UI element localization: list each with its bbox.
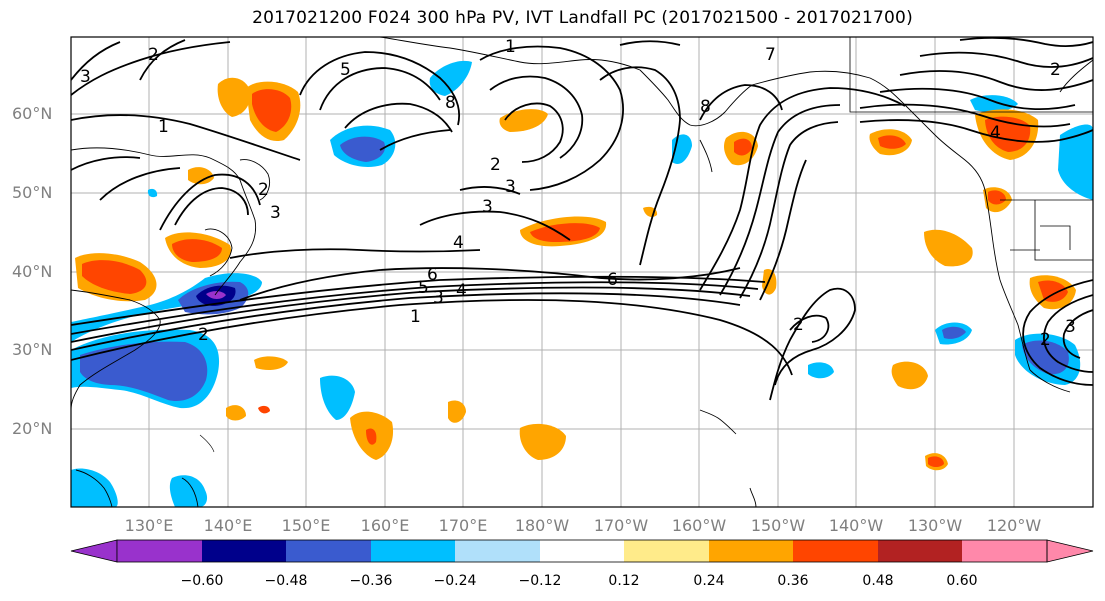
colorbar-tick: −0.24 xyxy=(433,573,477,589)
colorbar-tick: −0.48 xyxy=(264,573,308,589)
contour-label: 8 xyxy=(445,93,456,113)
colorbar-tick: −0.12 xyxy=(518,573,562,589)
colorbar-cell xyxy=(286,540,371,562)
lon-label: 160°E xyxy=(360,516,410,535)
contour-label: 2 xyxy=(148,45,159,65)
contour-label: 3 xyxy=(270,203,281,223)
lon-label: 160°W xyxy=(671,516,727,535)
contour-label: 2 xyxy=(258,180,269,200)
colorbar-tick: 0.12 xyxy=(608,573,640,589)
colorbar-frame xyxy=(116,539,1048,563)
contour-label: 3 xyxy=(482,197,493,217)
colorbar-cell xyxy=(878,540,962,562)
lon-label: 170°W xyxy=(593,516,649,535)
colorbar-cell xyxy=(371,540,455,562)
lon-label: 130°E xyxy=(124,516,174,535)
contour-label: 4 xyxy=(990,123,1001,143)
contour-label: 2 xyxy=(793,315,804,335)
colorbar-extend-high xyxy=(1046,539,1094,563)
colorbar xyxy=(70,539,1094,563)
positive-anomaly-shading xyxy=(75,77,1076,471)
colorbar-cell xyxy=(117,540,202,562)
lon-label: 140°E xyxy=(203,516,253,535)
colorbar-cell xyxy=(624,540,709,562)
colorbar-cell xyxy=(793,540,878,562)
contour-label: 1 xyxy=(158,117,169,137)
contour-label: 2 xyxy=(1050,60,1061,80)
lon-label: 140°W xyxy=(828,516,884,535)
contour-label: 7 xyxy=(765,45,776,65)
contour-label: 3 xyxy=(1065,317,1076,337)
colorbar-cell xyxy=(202,540,286,562)
lat-label: 30°N xyxy=(12,340,53,359)
contour-label: 6 xyxy=(427,265,438,285)
contour-label: 2 xyxy=(198,325,209,345)
contour-labels: 1 1 2 2 3 3 4 4 4 5 5 6 6 7 8 8 1 2 2 3 … xyxy=(80,37,1076,350)
lat-label: 20°N xyxy=(12,419,53,438)
contour-label: 3 xyxy=(505,177,516,197)
lon-label: 130°W xyxy=(907,516,963,535)
colorbar-cell xyxy=(455,540,540,562)
contour-label: 6 xyxy=(607,270,618,290)
colorbar-cell xyxy=(962,540,1047,562)
contour-label: 4 xyxy=(453,233,464,253)
colorbar-tick: −0.36 xyxy=(349,573,393,589)
pv-contours xyxy=(71,37,1093,401)
coastlines xyxy=(71,37,1093,507)
colorbar-tick: 0.36 xyxy=(777,573,809,589)
contour-label: 1 xyxy=(505,37,516,57)
colorbar-extend-low xyxy=(70,539,118,563)
lon-label: 180°W xyxy=(514,516,570,535)
contour-label: 2 xyxy=(1040,330,1051,350)
contour-label: 1 xyxy=(410,307,421,327)
colorbar-tick: 0.60 xyxy=(946,573,978,589)
contour-label: 5 xyxy=(340,60,351,80)
lat-label: 50°N xyxy=(12,183,53,202)
figure-title: 2017021200 F024 300 hPa PV, IVT Landfall… xyxy=(252,8,913,28)
lon-label: 120°W xyxy=(986,516,1042,535)
lon-label: 150°W xyxy=(750,516,806,535)
colorbar-tick: −0.60 xyxy=(180,573,224,589)
lon-label: 170°E xyxy=(438,516,488,535)
contour-label: 8 xyxy=(700,97,711,117)
borders xyxy=(849,37,1093,261)
contour-label: 2 xyxy=(490,155,501,175)
lon-label: 150°E xyxy=(281,516,331,535)
contour-label: 3 xyxy=(433,288,444,308)
contour-label: 4 xyxy=(456,281,467,301)
colorbar-tick: 0.48 xyxy=(862,573,894,589)
negative-anomaly-shading xyxy=(71,60,1093,507)
map-border xyxy=(70,36,1094,508)
contour-label: 5 xyxy=(418,278,429,298)
lat-label: 60°N xyxy=(12,104,53,123)
contour-label: 3 xyxy=(80,67,91,87)
lat-label: 40°N xyxy=(12,262,53,281)
colorbar-cell xyxy=(540,540,624,562)
colorbar-tick: 0.24 xyxy=(693,573,725,589)
colorbar-cell xyxy=(709,540,793,562)
